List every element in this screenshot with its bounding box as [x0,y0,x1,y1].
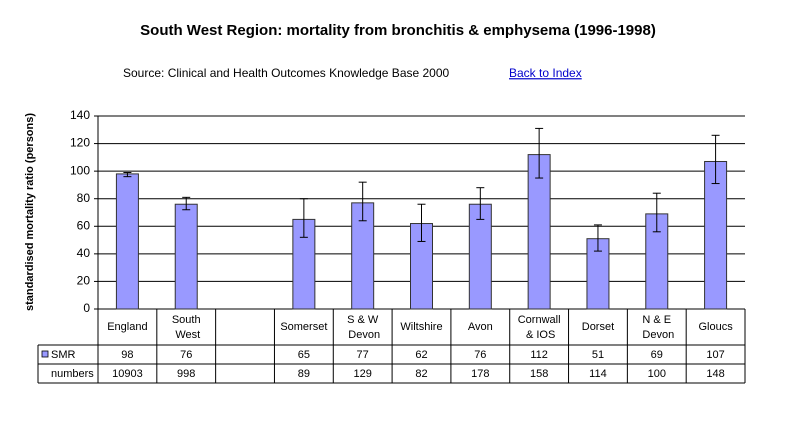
table-value: 89 [298,368,310,380]
y-tick-label: 140 [70,108,90,122]
table-value: 76 [180,349,192,361]
table-value: 76 [474,349,486,361]
table-value: 178 [471,368,489,380]
legend-label: SMR [51,349,76,361]
table-value: 129 [354,368,372,380]
bar [115,173,139,310]
table-value: 77 [357,349,369,361]
table-value: 158 [530,368,548,380]
y-tick-label: 60 [77,218,91,232]
chart-title: South West Region: mortality from bronch… [140,22,656,39]
y-tick-label: 40 [77,246,91,260]
y-tick-label: 20 [77,274,91,288]
y-tick-label: 0 [83,301,90,315]
table-value: 98 [121,349,133,361]
x-tick-label: S & W Devon [345,314,380,341]
x-tick-label: Gloucs [698,321,733,333]
table-value: 62 [415,349,427,361]
legend-swatch [41,350,49,358]
table-value: 114 [589,368,607,380]
back-link[interactable]: Back to Index [509,66,582,80]
x-tick-label: Somerset [280,321,327,333]
table-value: 65 [298,349,310,361]
y-tick-label: 100 [70,163,90,177]
y-tick-label: 120 [70,136,90,150]
table-value: 998 [177,368,195,380]
x-tick-label: Dorset [582,321,614,333]
x-tick-label: Wiltshire [400,321,442,333]
table-value: 100 [648,368,666,380]
bar [174,203,198,310]
table-value: 10903 [112,368,143,380]
x-tick-label: Cornwall & IOS [518,314,561,341]
x-tick-label: England [107,321,147,333]
row-label: numbers [51,368,94,380]
table-value: 112 [530,349,548,361]
chart-subtitle: Source: Clinical and Health Outcomes Kno… [123,66,450,80]
bar [468,203,492,310]
y-axis-label: standardised mortality ratio (persons) [24,113,36,311]
y-tick-label: 80 [77,191,91,205]
table-value: 82 [415,368,427,380]
table-value: 51 [592,349,604,361]
x-tick-label: Avon [468,321,493,333]
x-tick-label: N & E Devon [639,314,674,341]
table-value: 148 [706,368,724,380]
table-value: 107 [706,349,724,361]
table-value: 69 [651,349,663,361]
x-tick-label: South West [172,314,201,341]
